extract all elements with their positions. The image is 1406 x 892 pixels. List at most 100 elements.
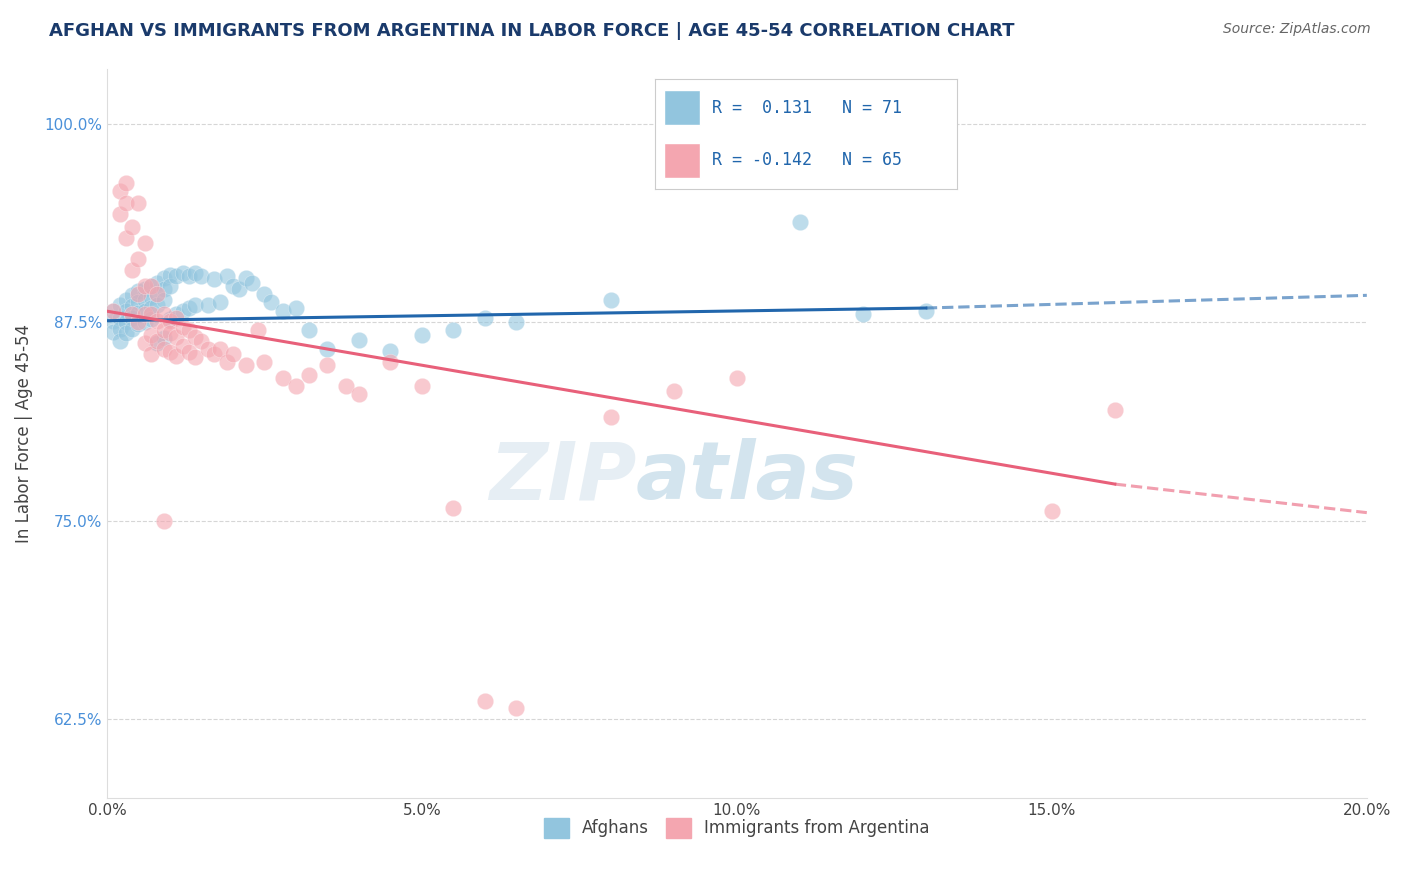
Point: [134, 304, 156, 318]
Point: [108, 321, 131, 335]
Point: [441, 500, 464, 515]
Point: [139, 290, 162, 304]
Point: [172, 339, 194, 353]
Point: [152, 271, 174, 285]
Legend: Afghans, Immigrants from Argentina: Afghans, Immigrants from Argentina: [537, 811, 936, 845]
Point: [297, 323, 319, 337]
Point: [152, 514, 174, 528]
Point: [172, 304, 194, 318]
Point: [197, 343, 219, 357]
Point: [139, 278, 162, 293]
Point: [411, 328, 433, 343]
Point: [165, 307, 187, 321]
Point: [316, 343, 339, 357]
Point: [139, 347, 162, 361]
Point: [146, 276, 169, 290]
Point: [215, 355, 238, 369]
Point: [380, 355, 402, 369]
Point: [115, 196, 138, 211]
Y-axis label: In Labor Force | Age 45-54: In Labor Force | Age 45-54: [15, 324, 32, 543]
Point: [127, 294, 149, 309]
Point: [121, 310, 143, 325]
Point: [474, 310, 496, 325]
Point: [139, 328, 162, 343]
Point: [134, 282, 156, 296]
Point: [152, 293, 174, 307]
Point: [600, 293, 623, 307]
Point: [228, 282, 250, 296]
Point: [347, 386, 370, 401]
Point: [115, 231, 138, 245]
Point: [190, 334, 212, 349]
Point: [316, 358, 339, 372]
Point: [134, 278, 156, 293]
Point: [177, 323, 200, 337]
Point: [159, 268, 181, 282]
Point: [134, 235, 156, 250]
Point: [152, 343, 174, 357]
Point: [165, 310, 187, 325]
Point: [662, 384, 685, 398]
Point: [441, 323, 464, 337]
Point: [159, 278, 181, 293]
Point: [103, 325, 125, 339]
Point: [253, 355, 276, 369]
Point: [915, 304, 938, 318]
Point: [152, 282, 174, 296]
Point: [209, 343, 232, 357]
Point: [121, 307, 143, 321]
Point: [1040, 504, 1063, 518]
Text: AFGHAN VS IMMIGRANTS FROM ARGENTINA IN LABOR FORCE | AGE 45-54 CORRELATION CHART: AFGHAN VS IMMIGRANTS FROM ARGENTINA IN L…: [49, 22, 1015, 40]
Point: [108, 184, 131, 198]
Point: [121, 263, 143, 277]
Point: [184, 266, 207, 280]
Point: [108, 334, 131, 349]
Point: [121, 220, 143, 235]
Point: [134, 315, 156, 329]
Point: [247, 323, 270, 337]
Point: [240, 276, 263, 290]
Point: [146, 286, 169, 301]
Point: [134, 307, 156, 321]
Text: Source: ZipAtlas.com: Source: ZipAtlas.com: [1223, 22, 1371, 37]
Point: [139, 301, 162, 315]
Point: [121, 321, 143, 335]
Point: [209, 294, 232, 309]
Point: [159, 312, 181, 326]
Point: [159, 345, 181, 359]
Point: [121, 288, 143, 302]
Point: [600, 410, 623, 425]
Point: [115, 293, 138, 307]
Point: [108, 310, 131, 325]
Point: [1104, 402, 1126, 417]
Point: [121, 300, 143, 314]
Point: [172, 320, 194, 334]
Point: [139, 278, 162, 293]
Point: [505, 315, 527, 329]
Point: [347, 333, 370, 347]
Point: [284, 301, 307, 315]
Point: [177, 269, 200, 284]
Point: [852, 307, 875, 321]
Point: [152, 307, 174, 321]
Point: [184, 350, 207, 364]
Point: [184, 298, 207, 312]
Point: [202, 272, 225, 286]
Point: [134, 293, 156, 307]
Point: [197, 298, 219, 312]
Text: atlas: atlas: [636, 438, 859, 516]
Point: [222, 347, 245, 361]
Point: [474, 694, 496, 708]
Point: [235, 271, 257, 285]
Point: [127, 306, 149, 320]
Point: [184, 329, 207, 343]
Point: [165, 329, 187, 343]
Point: [505, 700, 527, 714]
Point: [380, 343, 402, 358]
Point: [146, 286, 169, 301]
Point: [115, 326, 138, 341]
Point: [190, 269, 212, 284]
Point: [152, 323, 174, 337]
Point: [127, 286, 149, 301]
Point: [134, 335, 156, 350]
